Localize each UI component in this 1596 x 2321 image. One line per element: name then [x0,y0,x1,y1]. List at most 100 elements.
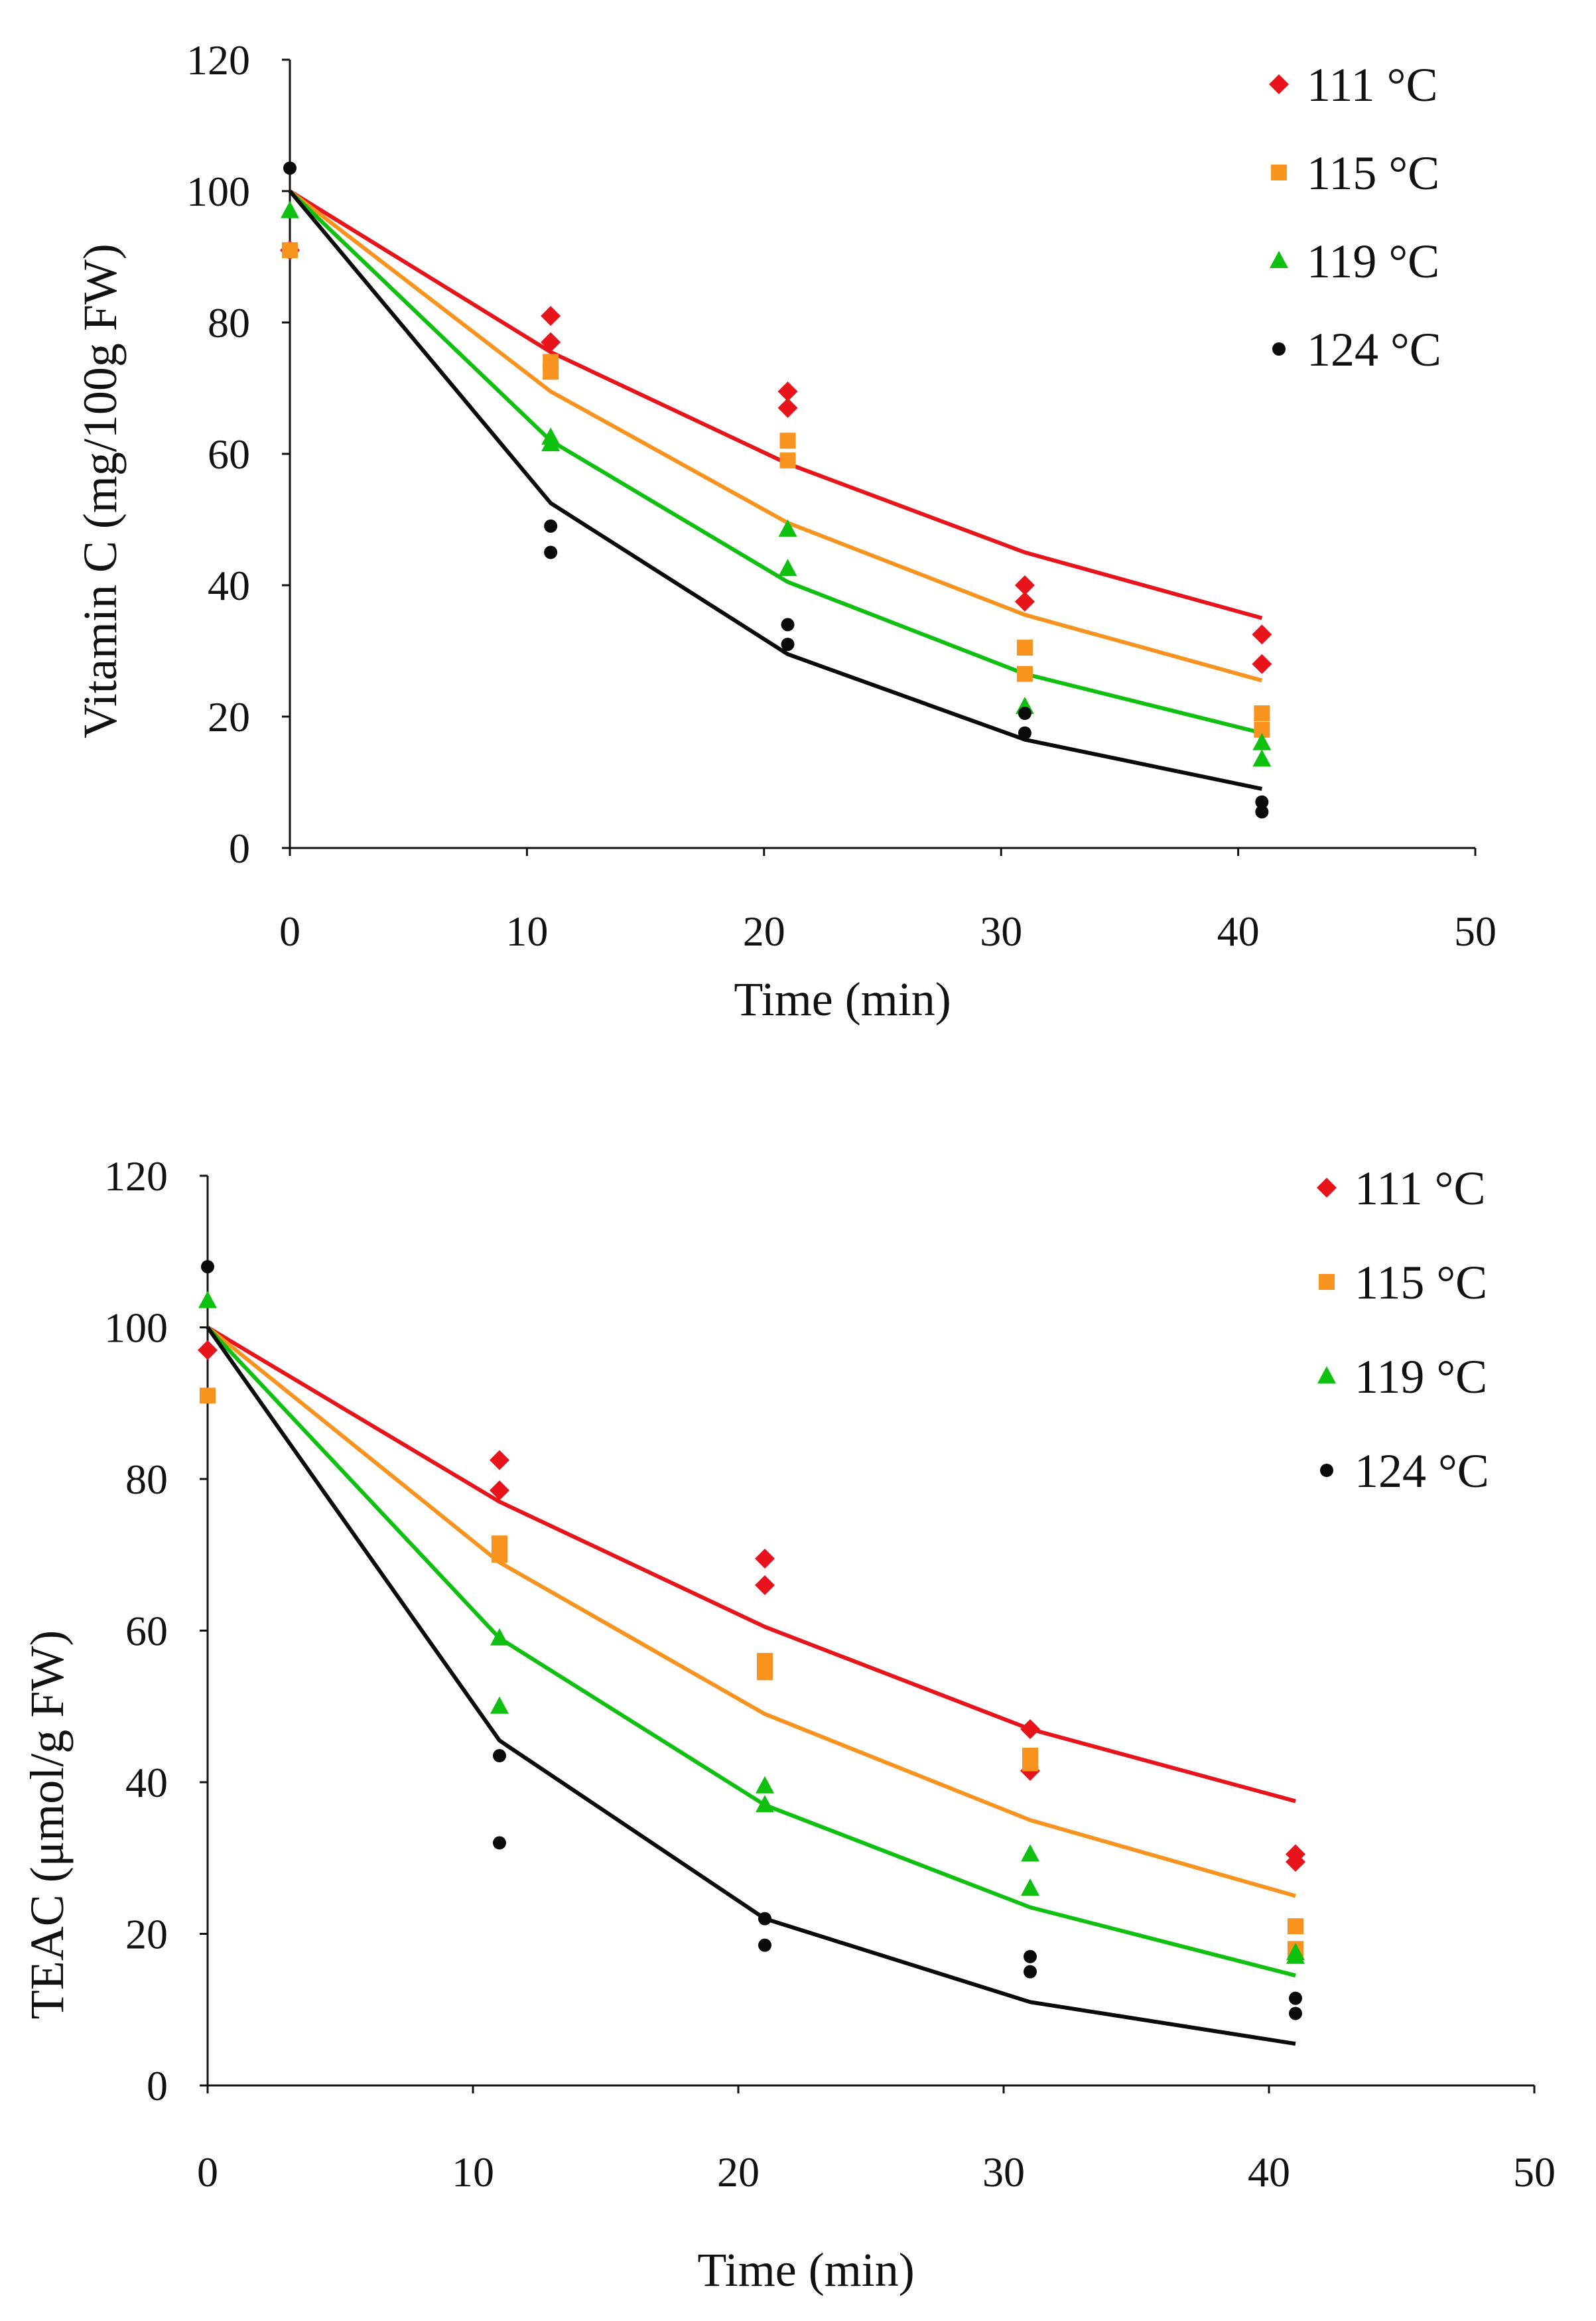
y-tick-label: 120 [186,36,250,84]
x-tick-label: 20 [743,908,785,955]
legend-label-t119: 119 °C [1355,1350,1487,1403]
plot-area: 0 20 40 60 80 100 120 0 10 20 30 40 50 111 °C 115 °C 11… [186,36,1496,955]
y-tick-label: 60 [125,1608,168,1655]
data-point-t111 [1014,575,1035,595]
data-point-t119 [1252,749,1272,767]
data-point-t115 [543,364,559,380]
y-tick-label: 20 [125,1911,168,1958]
data-point-t111 [777,381,798,401]
data-point-t119 [541,434,561,452]
x-tick-label: 50 [1513,2148,1556,2196]
fit-line-t119 [288,189,1263,735]
data-point-t115 [1016,666,1033,682]
data-point-t124 [1289,1991,1302,2005]
y-axis-title: TEAC (μmol/g FW) [21,1630,74,2020]
data-point-t115 [200,1387,216,1404]
data-point-t124 [493,1836,506,1850]
data-point-t119 [281,200,299,218]
data-point-t115 [757,1664,773,1681]
fit-line-t124 [206,1326,1296,2046]
x-tick-label: 30 [980,908,1022,955]
x-tick-label: 10 [452,2148,494,2196]
legend-label-t124: 124 °C [1355,1444,1489,1498]
data-point-t119 [778,519,797,537]
data-point-t124 [1289,2006,1302,2020]
data-point-t119 [756,1795,774,1813]
data-point-t124 [544,519,558,533]
data-point-t124 [758,1938,771,1952]
y-tick-label: 0 [229,825,250,872]
y-tick-label: 80 [208,299,250,346]
y-tick-label: 20 [208,693,250,740]
legend-marker-t115 [1319,1274,1335,1290]
legend-marker-t124 [1272,342,1286,356]
data-point-t124 [758,1912,771,1926]
data-point-t111 [490,1450,509,1470]
data-point-t124 [1255,795,1269,809]
data-point-t111 [1020,1719,1040,1740]
y-tick-label: 80 [125,1456,168,1503]
plot-area: 0 20 40 60 80 100 120 0 10 20 30 40 50 111 °C 115 °C 11… [104,1153,1556,2196]
data-point-t111 [1252,624,1272,645]
fit-line-t124 [288,190,1262,791]
y-axis-title: Vitamin C (mg/100g FW) [74,244,127,738]
y-tick-label: 100 [104,1304,168,1352]
data-point-t119 [490,1628,509,1646]
x-tick-label: 0 [279,908,300,955]
data-point-t124 [781,618,795,632]
data-point-t124 [1018,707,1031,721]
data-point-t119 [756,1776,774,1794]
data-point-t119 [1252,733,1272,750]
data-point-t119 [778,559,797,577]
legend-label-t111: 111 °C [1307,58,1437,111]
data-point-t124 [544,545,558,559]
data-point-t111 [541,306,561,326]
x-tick-label: 40 [1248,2148,1290,2196]
data-point-t115 [492,1547,507,1563]
legend-marker-t119 [1270,251,1288,268]
data-point-t119 [490,1696,509,1714]
fit-line-t115 [206,1326,1296,1898]
x-axis-title: Time (min) [697,2243,914,2296]
data-point-t115 [779,433,796,449]
data-point-t124 [201,1260,214,1274]
x-tick-label: 0 [197,2148,218,2196]
data-point-t124 [1018,726,1031,740]
data-point-t115 [1254,705,1270,722]
legend-marker-t111 [1269,74,1289,94]
legend-label-t124: 124 °C [1307,323,1441,376]
legend-marker-t124 [1320,1464,1333,1477]
data-point-t124 [1024,1965,1037,1979]
legend-marker-t111 [1317,1178,1337,1198]
data-point-t111 [198,1340,218,1360]
legend-marker-t115 [1271,165,1287,180]
data-point-t124 [1255,805,1269,819]
data-point-t115 [1016,640,1033,656]
x-tick-label: 50 [1454,908,1496,955]
data-point-t124 [283,161,297,175]
teac-chart: 0 20 40 60 80 100 120 0 10 20 30 40 50 111 °C 115 °C 11… [21,1153,1556,2296]
data-point-t111 [755,1548,775,1569]
x-axis-title: Time (min) [734,973,951,1026]
data-point-t124 [781,638,795,652]
fit-line-t111 [206,1325,1296,1803]
y-tick-label: 0 [147,2062,168,2109]
data-point-t119 [1021,1878,1039,1896]
data-point-t115 [1288,1918,1303,1935]
y-tick-label: 40 [208,562,250,609]
data-point-t119 [1021,1844,1039,1862]
vitamin-c-chart: 0 20 40 60 80 100 120 0 10 20 30 40 50 111 °C 115 °C 11… [74,36,1496,1026]
data-point-t111 [541,332,561,352]
legend-label-t115: 115 °C [1307,147,1439,200]
data-point-t111 [1014,591,1035,612]
legend-label-t115: 115 °C [1355,1256,1487,1309]
data-point-t111 [1286,1851,1305,1872]
y-tick-label: 40 [125,1759,168,1806]
data-point-t115 [282,242,298,259]
data-point-t119 [1286,1946,1305,1964]
data-point-t111 [755,1575,775,1595]
x-tick-label: 10 [505,908,548,955]
x-tick-label: 20 [717,2148,760,2196]
data-point-t115 [779,452,796,468]
data-point-t111 [777,397,798,418]
